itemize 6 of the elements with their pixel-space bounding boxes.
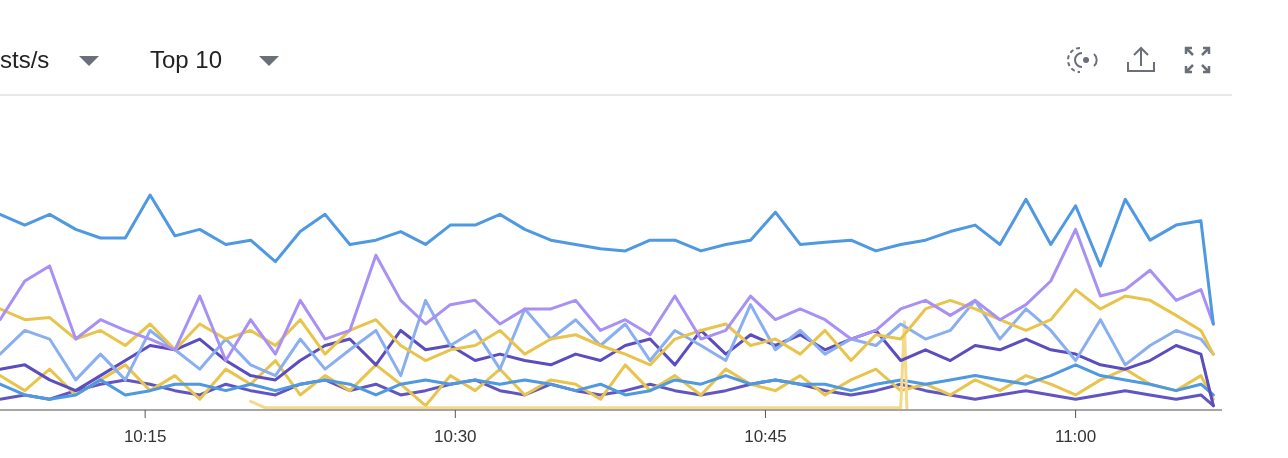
text: sts/s — [0, 46, 50, 73]
x-tick-label: 10:15 — [123, 427, 167, 446]
x-tick-label: 10:30 — [434, 427, 477, 446]
text: Top 10 — [150, 46, 223, 73]
x-tick-label: 11:00 — [1054, 427, 1097, 446]
x-tick-label: 10:45 — [744, 427, 787, 446]
